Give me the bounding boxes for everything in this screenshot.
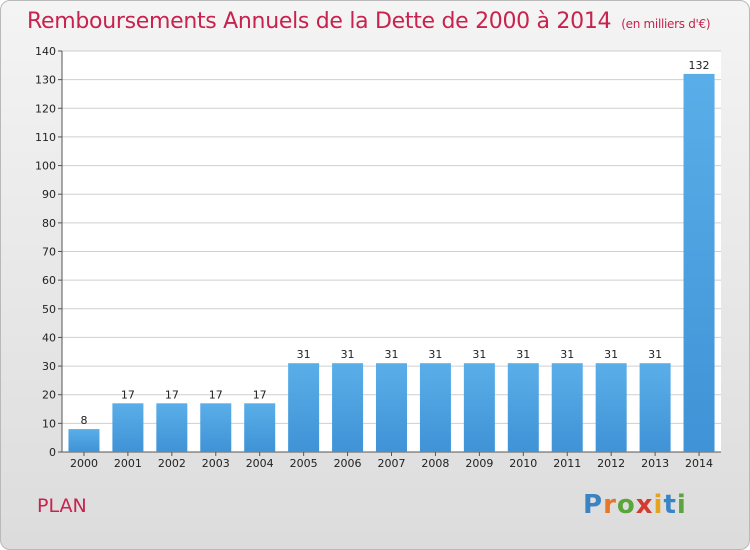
x-tick-label: 2008 — [421, 457, 449, 470]
bar — [463, 363, 495, 452]
bar — [376, 363, 407, 452]
bar — [419, 363, 451, 452]
bar-value-label: 31 — [516, 348, 530, 361]
logo-letter: i — [653, 490, 664, 520]
bar-value-label: 31 — [341, 348, 355, 361]
bar — [112, 403, 144, 452]
x-tick-label: 2014 — [685, 457, 713, 470]
logo-letter: r — [603, 490, 617, 520]
chart-unit: (en milliers d'€) — [621, 17, 711, 31]
bar-value-label: 31 — [560, 348, 574, 361]
bar-value-label: 31 — [385, 348, 399, 361]
y-tick-label: 40 — [42, 331, 56, 344]
logo-letter: x — [635, 490, 654, 520]
y-tick-label: 110 — [35, 131, 56, 144]
logo-letter: i — [676, 490, 687, 520]
logo-letter: t — [663, 490, 677, 520]
x-tick-label: 2002 — [158, 457, 186, 470]
x-tick-label: 2004 — [246, 457, 274, 470]
bar-value-label: 31 — [648, 348, 662, 361]
proxiti-logo: Proxiti — [583, 490, 687, 520]
bar — [683, 73, 715, 453]
commune-name: PLAN — [37, 495, 87, 517]
x-tick-label: 2007 — [378, 457, 406, 470]
y-tick-label: 0 — [49, 446, 56, 459]
bar-value-label: 31 — [472, 348, 486, 361]
bar — [551, 363, 583, 452]
x-tick-label: 2010 — [509, 457, 537, 470]
chart-title: Remboursements Annuels de la Dette de 20… — [27, 9, 711, 34]
y-tick-label: 130 — [35, 74, 56, 87]
bar — [595, 363, 627, 452]
y-tick-label: 140 — [35, 45, 56, 58]
bar — [200, 403, 232, 452]
y-tick-label: 100 — [35, 160, 56, 173]
x-tick-label: 2006 — [334, 457, 362, 470]
x-tick-label: 2001 — [114, 457, 142, 470]
bar — [639, 363, 671, 452]
y-tick-label: 90 — [42, 188, 56, 201]
y-tick-label: 70 — [42, 246, 56, 259]
bar-value-label: 17 — [253, 388, 267, 401]
bar — [507, 363, 539, 452]
x-tick-label: 2013 — [641, 457, 669, 470]
bar — [68, 429, 100, 452]
bar-value-label: 17 — [209, 388, 223, 401]
x-tick-label: 2005 — [290, 457, 318, 470]
bar-value-label: 31 — [604, 348, 618, 361]
x-tick-label: 2003 — [202, 457, 230, 470]
bar — [244, 403, 276, 452]
bar-value-label: 31 — [428, 348, 442, 361]
x-tick-label: 2009 — [465, 457, 493, 470]
bar-value-label: 8 — [80, 414, 87, 427]
bar — [288, 363, 320, 452]
y-tick-label: 80 — [42, 217, 56, 230]
bar — [156, 403, 188, 452]
bar-value-label: 31 — [297, 348, 311, 361]
y-tick-label: 60 — [42, 274, 56, 287]
y-tick-label: 50 — [42, 303, 56, 316]
y-tick-label: 30 — [42, 360, 56, 373]
logo-letter: o — [616, 490, 636, 520]
bar-value-label: 17 — [121, 388, 135, 401]
chart-title-text: Remboursements Annuels de la Dette de 20… — [27, 9, 612, 34]
bar — [332, 363, 364, 452]
logo-letter: P — [583, 490, 604, 520]
y-tick-label: 120 — [35, 102, 56, 115]
x-tick-label: 2012 — [597, 457, 625, 470]
x-tick-label: 2011 — [553, 457, 581, 470]
x-tick-label: 2000 — [70, 457, 98, 470]
y-tick-label: 20 — [42, 389, 56, 402]
bar-value-label: 17 — [165, 388, 179, 401]
bar-value-label: 132 — [689, 59, 710, 72]
y-tick-label: 10 — [42, 417, 56, 430]
